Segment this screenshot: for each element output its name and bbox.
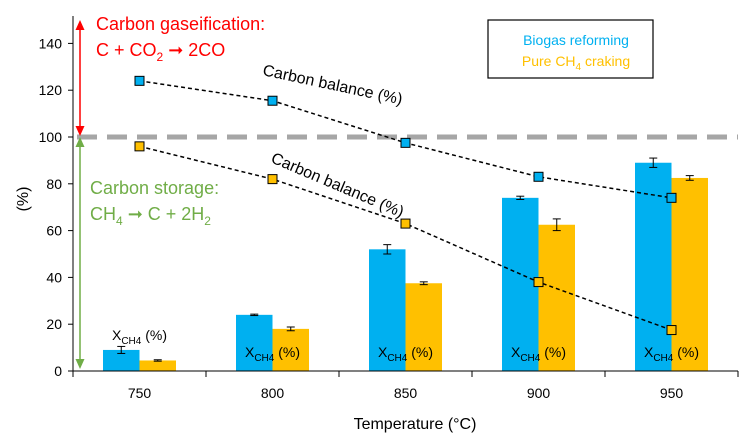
carbon-balance-line <box>139 145 672 331</box>
bar-label: XCH4 (%) <box>378 344 433 364</box>
bar <box>502 197 539 371</box>
y-tick-label: 0 <box>54 363 62 379</box>
carbon-balance-point <box>666 325 677 336</box>
bar-label: XCH4 (%) <box>511 344 566 364</box>
gasification-equation: C + CO2 ➞ 2CO <box>96 40 225 64</box>
x-tick-label: 800 <box>261 385 285 401</box>
axes <box>68 16 739 377</box>
bar <box>538 224 575 371</box>
gasification-arrow-head-bottom <box>75 126 85 136</box>
bars <box>103 162 708 371</box>
x-tick-label: 950 <box>660 385 684 401</box>
carbon-balance-point <box>267 95 278 106</box>
x-axis-label: Temperature (°C) <box>354 416 477 433</box>
y-tick-label: 60 <box>46 223 62 239</box>
x-tick-label: 850 <box>394 385 418 401</box>
bar-label: XCH4 (%) <box>112 327 167 347</box>
x-tick-label: 900 <box>527 385 551 401</box>
y-tick-labels: 0 20 40 60 80 100 120 140 <box>39 35 63 379</box>
bar-label: XCH4 (%) <box>245 344 300 364</box>
carbon-balance-point <box>134 75 145 86</box>
carbon-balance-point <box>400 137 411 148</box>
y-tick-label: 20 <box>46 316 62 332</box>
y-tick-label: 140 <box>39 35 63 51</box>
legend-item-biogas: Biogas reforming <box>523 32 629 48</box>
carbon-balance-point <box>666 192 677 203</box>
storage-equation: CH4 ➞ C + 2H2 <box>90 204 211 228</box>
carbon-balance-point <box>134 141 145 152</box>
y-axis-label: (%) <box>15 187 32 212</box>
bar <box>635 162 672 371</box>
gasification-title: Carbon gaseification: <box>96 14 265 34</box>
y-tick-label: 80 <box>46 176 62 192</box>
carbon-balance-point <box>533 277 544 288</box>
gasification-arrow-head-top <box>75 20 85 30</box>
y-tick-label: 120 <box>39 82 63 98</box>
carbon-balance-lines <box>134 75 677 336</box>
bar <box>369 249 406 371</box>
bar <box>272 328 309 371</box>
bar <box>103 349 140 371</box>
bar <box>139 360 176 371</box>
legend-item-ch4: Pure CH4 craking <box>522 53 630 73</box>
legend-box <box>487 19 654 79</box>
carbon-balance-point <box>267 174 278 185</box>
y-tick-label: 100 <box>39 129 63 145</box>
carbon-balance-label-1: Carbon balance (%) <box>261 62 404 108</box>
carbon-balance-point <box>533 171 544 182</box>
bar <box>405 283 442 371</box>
x-tick-label: 750 <box>128 385 152 401</box>
error-bars <box>117 157 694 362</box>
bar <box>671 177 708 371</box>
bar-label: XCH4 (%) <box>644 344 699 364</box>
carbon-balance-label-2: Carbon balance (%) <box>268 150 406 221</box>
storage-arrow-head-bottom <box>75 359 85 369</box>
storage-arrow-head-top <box>75 137 85 147</box>
bar-labels: XCH4 (%) XCH4 (%) XCH4 (%) XCH4 (%) XCH4 (%) <box>112 327 699 364</box>
storage-title: Carbon storage: <box>90 178 219 198</box>
bar <box>236 314 273 371</box>
x-tick-labels: 750 800 850 900 950 <box>128 385 684 401</box>
y-tick-label: 40 <box>46 269 62 285</box>
carbon-balance-point <box>400 218 411 229</box>
